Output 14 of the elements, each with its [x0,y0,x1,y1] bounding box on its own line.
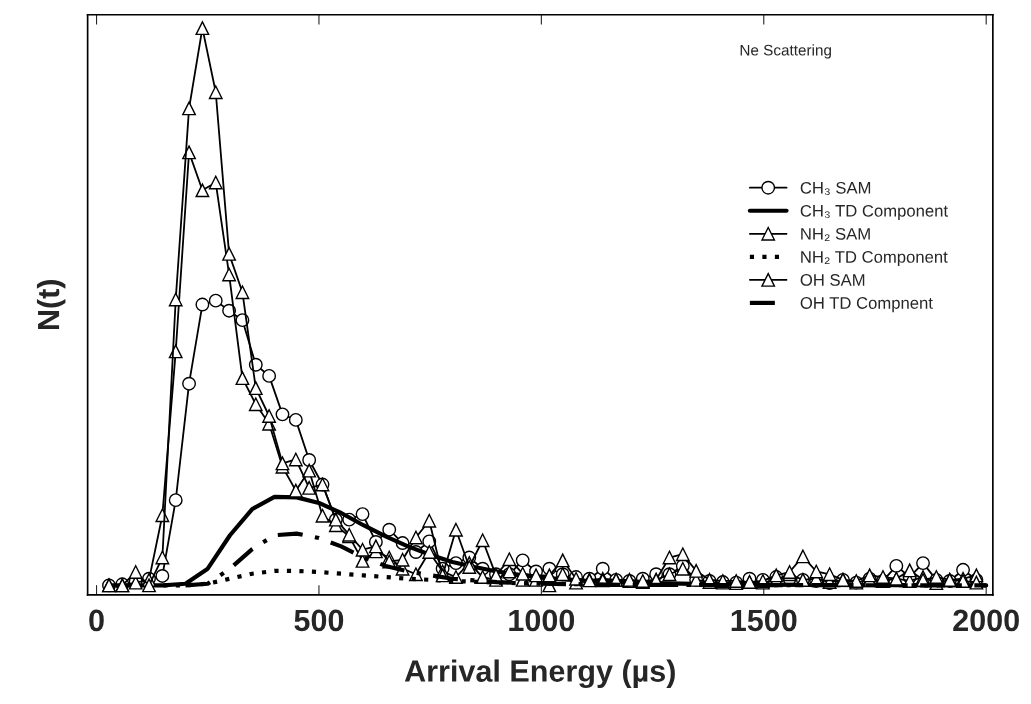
legend-label: CH₃ SAM [800,181,871,196]
x-axis-title: Arrival Energy (µs) [404,659,675,689]
legend-label: CH₃ TD Component [800,204,948,221]
x-tick-label: 2000 [953,609,1019,632]
legend-label: NH₂ TD Component [801,251,948,267]
legend-label: OH SAM [800,274,865,286]
x-tick-label: 0 [89,609,104,632]
x-tick-label: 500 [294,609,344,632]
y-axis-title: N(t) [36,280,66,330]
legend-label: NH₂ SAM [801,227,870,242]
legend-label: OH TD Compnent [800,297,933,313]
x-tick-label: 1500 [731,609,797,632]
x-tick-label: 1000 [509,609,575,632]
annotation: Ne Scattering [740,44,831,59]
